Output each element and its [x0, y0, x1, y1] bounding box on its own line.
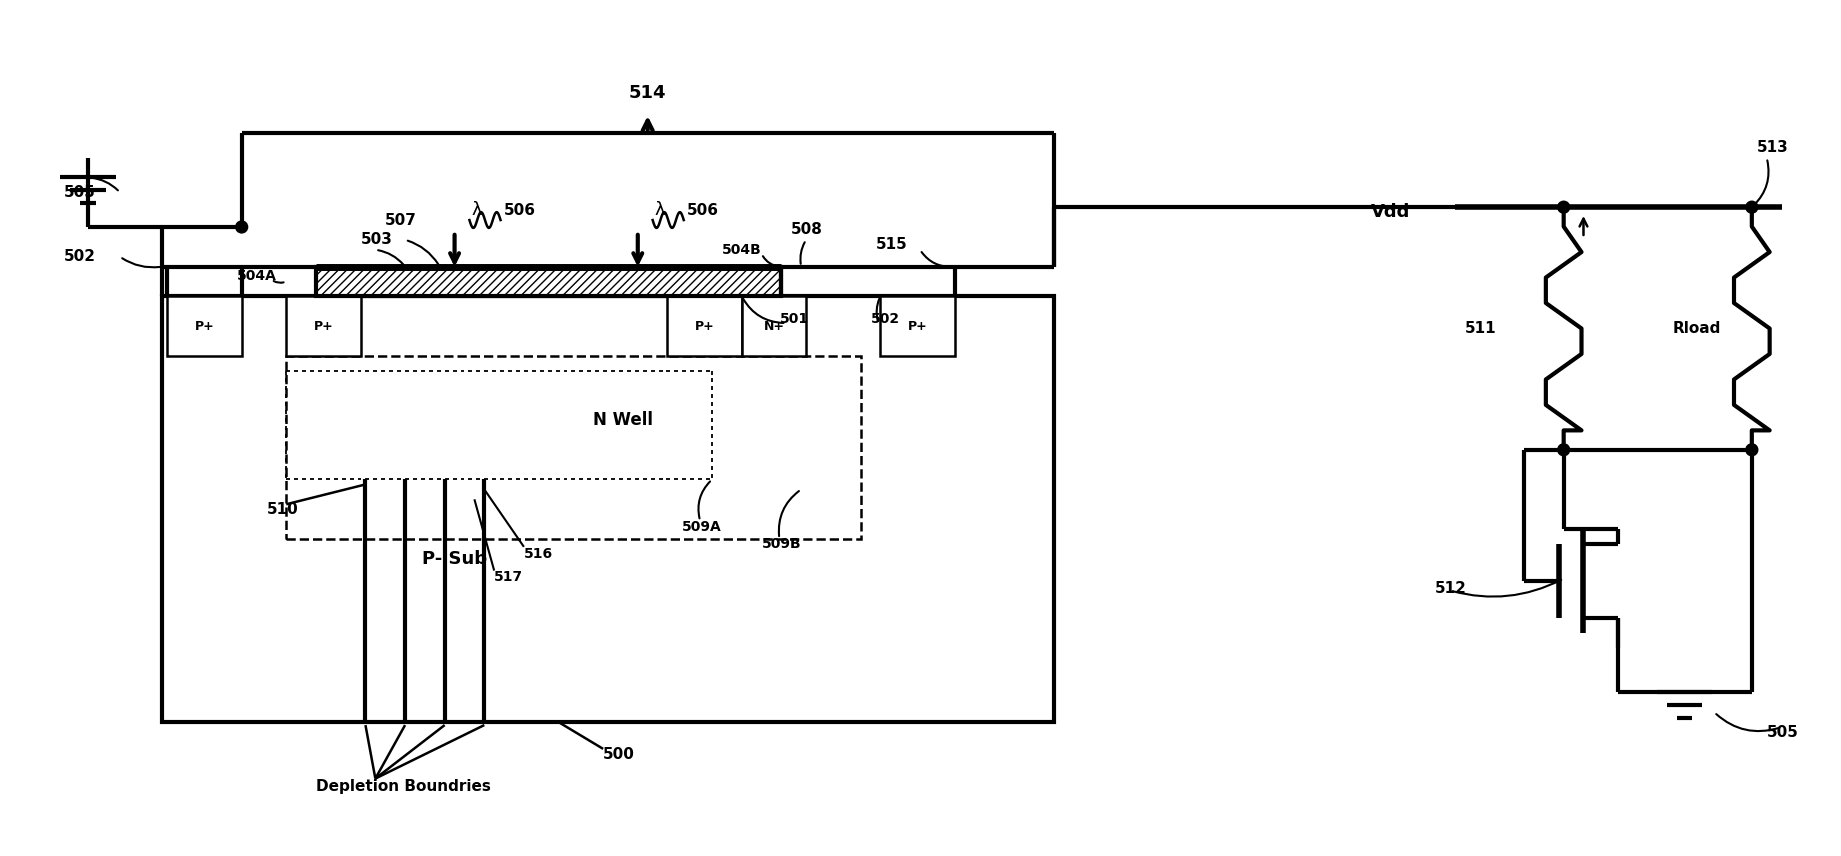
Text: 510: 510	[267, 502, 298, 517]
Text: 517: 517	[493, 569, 523, 584]
Text: 505: 505	[63, 185, 96, 199]
Text: 512: 512	[1434, 581, 1467, 596]
Text: 504B: 504B	[722, 243, 762, 257]
Text: Vdd: Vdd	[1370, 203, 1410, 221]
Text: 513: 513	[1756, 140, 1788, 155]
Text: P+: P+	[694, 319, 714, 332]
Text: P+: P+	[908, 319, 928, 332]
Text: N+: N+	[764, 319, 784, 332]
Text: 508: 508	[792, 223, 823, 237]
Text: 506: 506	[687, 203, 720, 217]
Text: λ: λ	[655, 201, 665, 219]
Text: 516: 516	[525, 547, 552, 561]
Circle shape	[1745, 201, 1758, 213]
Text: P- Sub: P- Sub	[422, 550, 488, 568]
Bar	[880, 296, 955, 356]
Circle shape	[1745, 444, 1758, 455]
Text: P+: P+	[195, 319, 214, 332]
Bar	[742, 296, 806, 356]
Circle shape	[236, 221, 249, 233]
Text: 505: 505	[1767, 724, 1799, 740]
Text: 506: 506	[504, 203, 536, 217]
Bar	[285, 356, 860, 539]
Text: 500: 500	[604, 747, 635, 763]
Circle shape	[1557, 201, 1570, 213]
Text: 502: 502	[63, 249, 96, 265]
Bar	[285, 296, 361, 356]
Text: λ: λ	[471, 201, 482, 219]
Text: 509A: 509A	[683, 520, 722, 534]
Text: 515: 515	[876, 237, 908, 253]
Text: 502: 502	[871, 312, 900, 326]
Bar	[162, 296, 1053, 722]
Bar	[668, 296, 742, 356]
Text: 511: 511	[1465, 322, 1497, 336]
Text: Rload: Rload	[1673, 322, 1721, 336]
Text: P+: P+	[313, 319, 333, 332]
Circle shape	[1557, 444, 1570, 455]
Text: 501: 501	[779, 312, 808, 326]
Text: Depletion Boundries: Depletion Boundries	[317, 779, 492, 794]
Text: 507: 507	[385, 212, 418, 228]
Bar	[168, 296, 241, 356]
Text: N Well: N Well	[593, 411, 654, 429]
Text: 514: 514	[630, 84, 666, 102]
Text: 504A: 504A	[237, 270, 276, 283]
Text: 509B: 509B	[762, 537, 801, 551]
Bar	[317, 266, 781, 296]
Text: 503: 503	[361, 232, 392, 247]
